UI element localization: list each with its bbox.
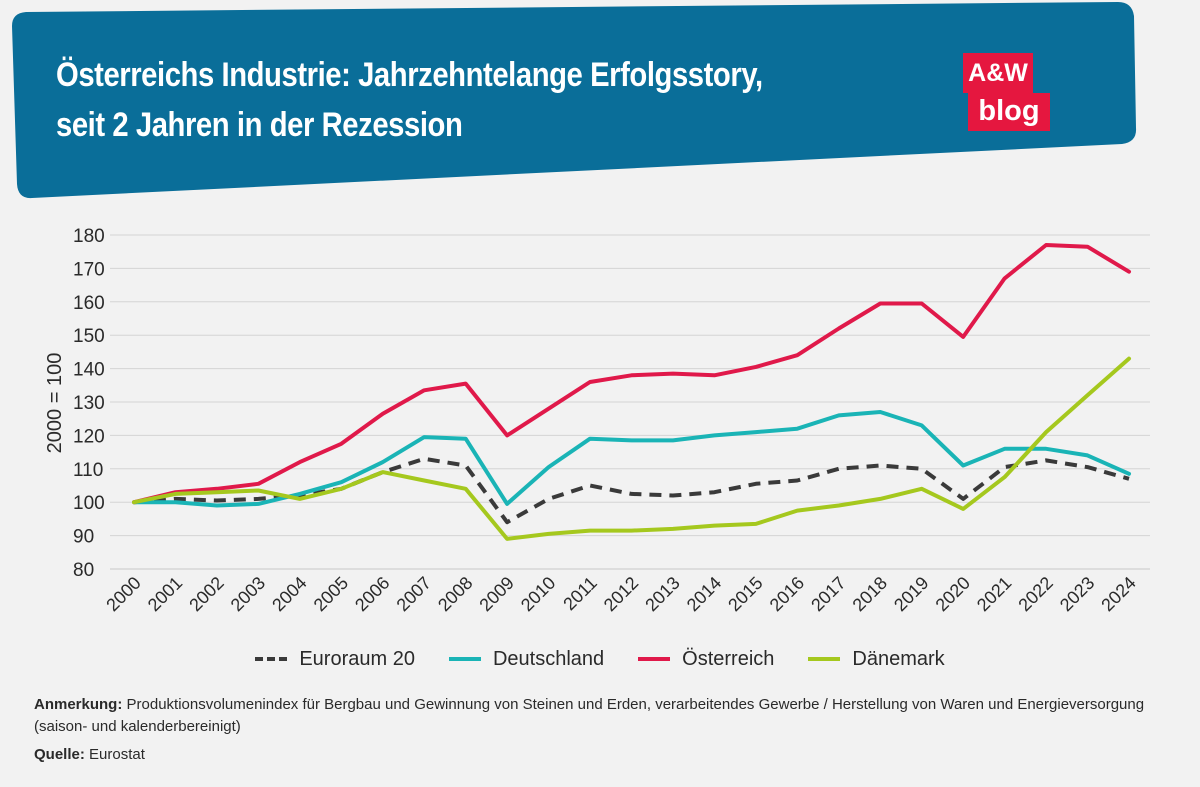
y-axis-label: 2000 = 100 bbox=[44, 353, 66, 454]
legend-label-euroraum: Euroraum 20 bbox=[299, 647, 415, 670]
y-tick-label: 80 bbox=[73, 560, 94, 581]
y-tick-label: 170 bbox=[73, 259, 105, 280]
x-tick-label: 2002 bbox=[185, 573, 227, 615]
series-line-1 bbox=[132, 410, 1131, 508]
page-title: Österreichs Industrie: Jahrzehntelange E… bbox=[56, 50, 763, 150]
x-tick-label: 2007 bbox=[393, 573, 435, 615]
source-label: Quelle: bbox=[34, 746, 85, 763]
x-tick-label: 2016 bbox=[766, 573, 808, 615]
remark-label: Anmerkung: bbox=[34, 696, 123, 713]
title-line-1: Österreichs Industrie: Jahrzehntelange E… bbox=[56, 56, 763, 94]
y-tick-label: 160 bbox=[73, 293, 105, 314]
x-tick-labels: 2000200120022003200420052006200720082009… bbox=[102, 573, 1139, 615]
source: Quelle: Eurostat bbox=[34, 744, 1174, 766]
legend: Euroraum 20 Deutschland Österreich Dänem… bbox=[0, 643, 1200, 675]
line-chart: 80 90 100 110 120 130 140 150 160 170 180 2000 = 1… bbox=[44, 226, 1150, 615]
legend-swatch-deutschland bbox=[448, 657, 481, 661]
y-tick-label: 130 bbox=[73, 393, 105, 414]
legend-label-daenemark: Dänemark bbox=[852, 647, 945, 670]
x-tick-label: 2022 bbox=[1014, 573, 1056, 615]
x-tick-label: 2024 bbox=[1097, 573, 1139, 615]
x-tick-label: 2006 bbox=[351, 573, 393, 615]
x-tick-label: 2015 bbox=[724, 573, 766, 615]
legend-item-daenemark: Dänemark bbox=[808, 647, 945, 671]
x-tick-label: 2005 bbox=[310, 573, 352, 615]
legend-swatch-oesterreich bbox=[638, 657, 671, 661]
x-tick-label: 2023 bbox=[1056, 573, 1098, 615]
series-line-2 bbox=[132, 243, 1131, 505]
x-tick-label: 2013 bbox=[641, 573, 683, 615]
x-tick-label: 2000 bbox=[102, 573, 144, 615]
remark: Anmerkung: Produktionsvolumenindex für B… bbox=[34, 694, 1174, 738]
legend-item-oesterreich: Österreich bbox=[638, 648, 774, 671]
x-tick-label: 2018 bbox=[849, 573, 891, 615]
title-line-2: seit 2 Jahren in der Rezession bbox=[56, 106, 463, 144]
legend-label-oesterreich: Österreich bbox=[682, 647, 775, 670]
x-tick-label: 2014 bbox=[683, 573, 725, 615]
logo-top: A&W bbox=[963, 53, 1033, 93]
x-tick-label: 2003 bbox=[227, 573, 269, 615]
x-tick-label: 2008 bbox=[434, 573, 476, 615]
x-tick-label: 2004 bbox=[268, 573, 310, 615]
y-tick-label: 120 bbox=[73, 426, 105, 447]
gridlines bbox=[110, 234, 1150, 570]
y-tick-label: 100 bbox=[73, 493, 105, 514]
x-tick-label: 2020 bbox=[932, 573, 974, 615]
logo-bottom: blog bbox=[968, 93, 1050, 131]
y-tick-label: 110 bbox=[73, 460, 103, 481]
title-banner bbox=[12, 2, 1137, 199]
series-line-3 bbox=[132, 356, 1131, 541]
y-tick-label: 180 bbox=[73, 226, 105, 247]
y-tick-labels: 80 90 100 110 120 130 140 150 160 170 180 bbox=[73, 226, 105, 581]
legend-swatch-euroraum bbox=[255, 657, 288, 661]
footnotes: Anmerkung: Produktionsvolumenindex für B… bbox=[34, 694, 1174, 766]
x-tick-label: 2001 bbox=[144, 573, 186, 615]
legend-swatch-daenemark bbox=[808, 657, 841, 661]
y-tick-label: 150 bbox=[73, 326, 105, 347]
y-tick-label: 140 bbox=[73, 360, 105, 381]
x-tick-label: 2009 bbox=[475, 573, 517, 615]
x-tick-label: 2017 bbox=[807, 573, 849, 615]
legend-item-euroraum: Euroraum 20 bbox=[255, 648, 415, 671]
remark-text: Produktionsvolumenindex für Bergbau und … bbox=[34, 696, 1145, 735]
series-lines bbox=[132, 243, 1131, 541]
legend-label-deutschland: Deutschland bbox=[492, 647, 605, 670]
x-tick-label: 2019 bbox=[890, 573, 932, 615]
x-tick-label: 2021 bbox=[973, 573, 1015, 615]
source-text: Eurostat bbox=[89, 746, 145, 763]
x-tick-label: 2011 bbox=[559, 573, 601, 615]
x-tick-label: 2012 bbox=[600, 573, 642, 615]
y-tick-label: 90 bbox=[73, 527, 94, 548]
legend-item-deutschland: Deutschland bbox=[448, 647, 605, 671]
x-tick-label: 2010 bbox=[517, 573, 559, 615]
